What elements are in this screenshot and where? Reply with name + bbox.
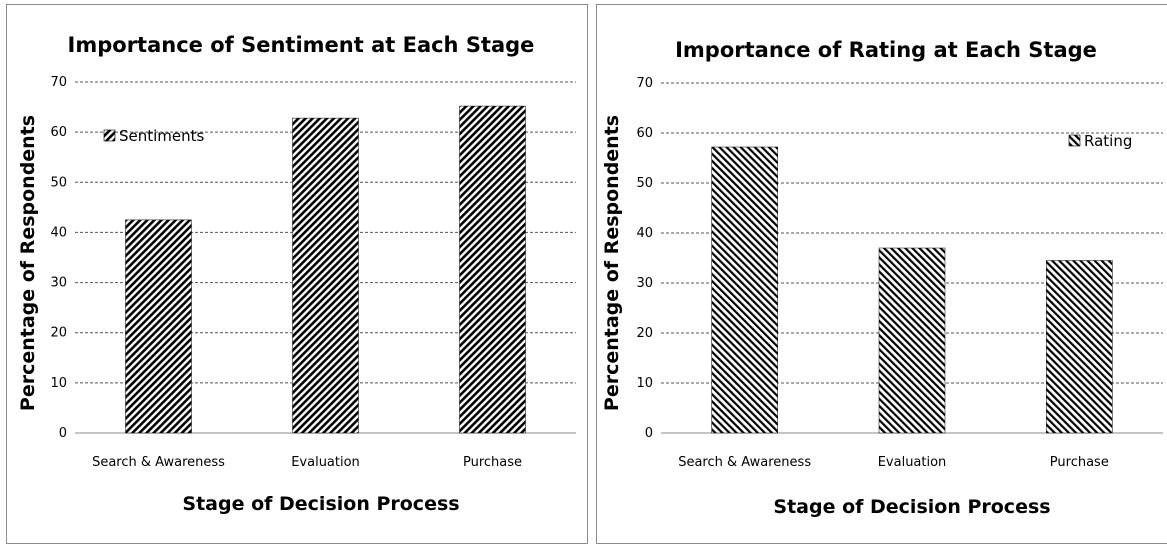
- y-tick-label: 30: [636, 276, 653, 291]
- y-tick-label: 30: [50, 276, 67, 291]
- rating-chart: Importance of Rating at Each Stage 0 10 20…: [601, 38, 1163, 518]
- chart-title: Importance of Sentiment at Each Stage: [68, 33, 535, 57]
- legend: Rating: [1068, 132, 1132, 150]
- sentiment-chart: Importance of Sentiment at Each Stage 0 1…: [17, 33, 576, 515]
- x-tick-label: Purchase: [1050, 455, 1109, 470]
- y-tick-label: 10: [636, 376, 653, 391]
- bar: [1046, 260, 1113, 434]
- bar: [125, 219, 192, 434]
- y-axis-title: Percentage of Respondents: [601, 115, 623, 411]
- y-axis-title: Percentage of Respondents: [17, 115, 39, 411]
- x-tick-label: Search & Awareness: [92, 455, 225, 470]
- chart-title: Importance of Rating at Each Stage: [675, 38, 1097, 62]
- x-tick-label: Search & Awareness: [678, 455, 811, 470]
- y-tick-label: 60: [50, 125, 67, 140]
- bar: [711, 146, 778, 434]
- y-tick-label: 70: [50, 75, 67, 90]
- legend-label: Sentiments: [119, 127, 205, 145]
- rating-chart-panel: Importance of Rating at Each Stage 0 10 20…: [596, 4, 1167, 544]
- y-tick-label: 50: [636, 176, 653, 191]
- legend-label: Rating: [1084, 132, 1132, 150]
- y-tick-label: 20: [636, 326, 653, 341]
- y-tick-label: 10: [50, 376, 67, 391]
- x-tick-label: Purchase: [463, 455, 522, 470]
- x-axis-title: Stage of Decision Process: [182, 493, 459, 515]
- y-tick-label: 70: [636, 76, 653, 91]
- bar: [878, 247, 946, 434]
- plot-area: 0 10 20 30 40 50 60 70 Search & Awareness Evaluat…: [50, 75, 576, 470]
- legend: Sentiments: [103, 127, 205, 145]
- y-tick-label: 40: [50, 225, 67, 240]
- y-tick-label: 0: [645, 426, 653, 441]
- y-tick-label: 20: [50, 326, 67, 341]
- legend-swatch: [103, 129, 116, 142]
- bar: [292, 117, 359, 434]
- bar: [459, 105, 526, 434]
- y-tick-label: 40: [636, 226, 653, 241]
- y-tick-label: 50: [50, 175, 67, 190]
- y-tick-label: 0: [59, 426, 67, 441]
- y-tick-label: 60: [636, 126, 653, 141]
- x-axis-title: Stage of Decision Process: [773, 496, 1050, 518]
- plot-area: 0 10 20 30 40 50 60 70 Search & Awareness Evaluat…: [636, 76, 1163, 470]
- x-tick-label: Evaluation: [291, 455, 360, 470]
- x-tick-label: Evaluation: [878, 455, 947, 470]
- legend-swatch: [1068, 134, 1081, 147]
- sentiment-chart-panel: Importance of Sentiment at Each Stage 0 1…: [6, 4, 588, 544]
